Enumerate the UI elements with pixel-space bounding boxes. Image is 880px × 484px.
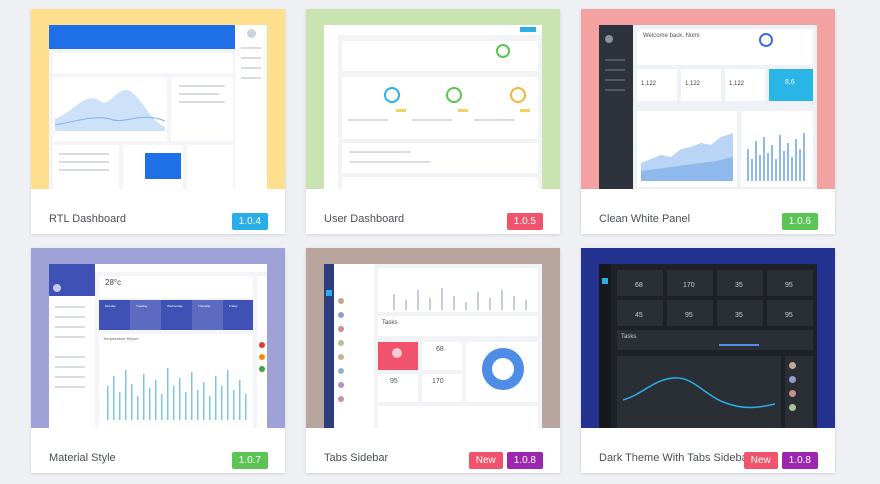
card-footer: RTL Dashboard 1.0.4 xyxy=(31,189,285,234)
card-thumbnail[interactable]: 68 170 35 95 45 95 35 95 Tasks xyxy=(581,248,835,428)
clean-area-chart xyxy=(641,133,733,181)
chart-title: Temperature Report xyxy=(103,336,139,341)
stat-value: 35 xyxy=(735,282,743,289)
new-badge: New xyxy=(743,452,778,469)
card-thumbnail[interactable]: Welcome back, Nomi 1,122 1,122 1,122 8,6 xyxy=(581,9,835,189)
template-card-tabs-sidebar[interactable]: Tasks 68 170 95 Tabs Sidebar New 1.0.8 xyxy=(306,248,560,473)
stat-value: 1,122 xyxy=(729,81,745,87)
stat-value: 95 xyxy=(390,378,398,385)
card-title[interactable]: RTL Dashboard xyxy=(49,213,127,225)
tabs-sidebar-preview: Tasks 68 170 95 xyxy=(324,264,542,428)
tabs-line-bars xyxy=(393,288,527,310)
version-badge: 1.0.7 xyxy=(231,452,268,469)
stat-value: 68 xyxy=(436,346,444,353)
stat-value: 170 xyxy=(432,378,444,385)
card-thumbnail[interactable]: Tasks 68 170 95 xyxy=(306,248,560,428)
clean-white-panel-preview: Welcome back, Nomi 1,122 1,122 1,122 8,6 xyxy=(599,25,817,189)
stat-value: 1,122 xyxy=(641,81,657,87)
day-label: Monday xyxy=(105,304,116,308)
card-thumbnail[interactable] xyxy=(31,9,285,189)
stat-value: 1,122 xyxy=(685,81,701,87)
template-card-material-style[interactable]: 28°c Monday Tuesday Wednesday Thursday F… xyxy=(31,248,285,473)
stat-highlight: 8,6 xyxy=(785,79,795,86)
template-card-user-dashboard[interactable]: User Dashboard 1.0.5 xyxy=(306,9,560,234)
rtl-area-chart xyxy=(55,90,165,131)
card-title[interactable]: Tabs Sidebar xyxy=(324,452,389,464)
new-badge: New xyxy=(468,452,503,469)
material-style-preview: 28°c Monday Tuesday Wednesday Thursday F… xyxy=(49,264,267,428)
card-footer: Material Style 1.0.7 xyxy=(31,428,285,473)
day-label: Wednesday xyxy=(167,304,183,308)
template-card-rtl-dashboard[interactable]: RTL Dashboard 1.0.4 xyxy=(31,9,285,234)
stat-value: 95 xyxy=(685,312,693,319)
day-label: Friday xyxy=(229,304,238,308)
card-footer: Tabs Sidebar New 1.0.8 xyxy=(306,428,560,473)
card-thumbnail[interactable] xyxy=(306,9,560,189)
version-badge: 1.0.8 xyxy=(506,452,543,469)
card-footer: Dark Theme With Tabs Sidebar New 1.0.8 xyxy=(581,428,835,473)
stat-value: 95 xyxy=(785,282,793,289)
tasks-label: Tasks xyxy=(621,334,637,340)
version-badge: 1.0.8 xyxy=(781,452,818,469)
template-card-dark-theme-tabs-sidebar[interactable]: 68 170 35 95 45 95 35 95 Tasks xyxy=(581,248,835,473)
day-label: Tuesday xyxy=(136,304,148,308)
template-card-clean-white-panel[interactable]: Welcome back, Nomi 1,122 1,122 1,122 8,6 xyxy=(581,9,835,234)
temperature-value: 28°c xyxy=(105,278,122,287)
clean-bar-chart xyxy=(747,133,805,181)
material-bar-chart xyxy=(107,368,247,420)
version-badge: 1.0.5 xyxy=(506,213,543,230)
card-title[interactable]: Material Style xyxy=(49,452,116,464)
card-title[interactable]: User Dashboard xyxy=(324,213,405,225)
dark-line-chart xyxy=(623,377,775,409)
tasks-label: Tasks xyxy=(382,320,398,326)
version-badge: 1.0.6 xyxy=(781,213,818,230)
day-label: Thursday xyxy=(198,304,211,308)
stat-value: 95 xyxy=(785,312,793,319)
stat-value: 68 xyxy=(635,282,643,289)
welcome-text: Welcome back, Nomi xyxy=(643,33,700,39)
card-title[interactable]: Dark Theme With Tabs Sidebar xyxy=(599,452,752,464)
stat-value: 170 xyxy=(683,282,695,289)
card-title[interactable]: Clean White Panel xyxy=(599,213,691,225)
rtl-dashboard-preview xyxy=(49,25,267,189)
version-badge: 1.0.4 xyxy=(231,213,268,230)
stat-value: 45 xyxy=(635,312,643,319)
dark-theme-preview: 68 170 35 95 45 95 35 95 Tasks xyxy=(599,264,817,428)
card-footer: User Dashboard 1.0.5 xyxy=(306,189,560,234)
stat-value: 35 xyxy=(735,312,743,319)
user-dashboard-preview xyxy=(324,25,542,189)
card-footer: Clean White Panel 1.0.6 xyxy=(581,189,835,234)
card-thumbnail[interactable]: 28°c Monday Tuesday Wednesday Thursday F… xyxy=(31,248,285,428)
